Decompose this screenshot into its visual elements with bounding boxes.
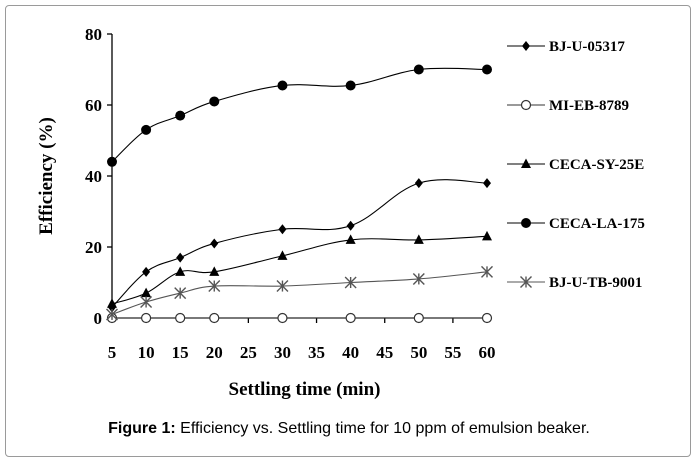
legend-item: BJ-U-05317	[507, 39, 625, 55]
data-point	[481, 265, 493, 278]
legend-item: CECA-LA-175	[507, 216, 645, 232]
x-tick-label: 5	[108, 343, 117, 362]
series-line	[111, 271, 488, 315]
plot-area: 0 20 40 60 80 5 10 15 20 25 30 35 40 45 50 55 60 Settling…	[36, 25, 496, 400]
legend-item: BJ-U-TB-9001	[507, 275, 642, 291]
data-point	[277, 80, 288, 91]
data-point	[141, 124, 152, 135]
data-point	[346, 220, 355, 231]
y-tick-label: 20	[85, 238, 102, 257]
series-3	[107, 230, 492, 308]
data-point	[482, 230, 492, 241]
x-tick-label: 20	[206, 343, 223, 362]
data-point	[209, 312, 220, 324]
data-point	[414, 178, 423, 189]
x-tick-label: 50	[410, 343, 427, 362]
figure-caption: Figure 1: Efficiency vs. Settling time f…	[0, 420, 698, 438]
legend-marker	[520, 276, 532, 288]
x-tick-label: 55	[444, 343, 461, 362]
series-2	[106, 312, 493, 324]
series-4	[107, 64, 492, 167]
data-point	[209, 96, 220, 107]
data-point	[208, 280, 221, 293]
data-point	[140, 312, 152, 324]
legend-marker	[522, 41, 530, 51]
x-tick-label: 30	[274, 343, 291, 362]
y-tick-label: 0	[94, 309, 103, 328]
legend: BJ-U-05317 MI-EB-8789 CECA-SY-25E CECA-LA-1…	[507, 39, 645, 291]
data-point	[209, 266, 220, 276]
caption-text: Efficiency vs. Settling time for 10 ppm …	[180, 420, 590, 437]
legend-marker	[521, 158, 531, 168]
x-axis-title: Settling time (min)	[229, 379, 381, 400]
data-point	[107, 298, 117, 308]
data-point	[345, 80, 356, 91]
legend-label: BJ-U-05317	[549, 39, 625, 55]
series-line	[111, 179, 488, 308]
data-point	[483, 178, 491, 189]
y-tick-label: 60	[85, 96, 102, 115]
caption-label: Figure 1:	[108, 420, 176, 437]
x-tick-label: 45	[376, 343, 393, 362]
data-point	[277, 312, 288, 324]
data-point	[277, 250, 288, 260]
data-point	[141, 287, 152, 298]
data-point	[175, 266, 186, 276]
data-point	[481, 312, 493, 324]
y-tick-label: 80	[85, 25, 102, 44]
data-point	[140, 296, 153, 309]
data-point	[345, 234, 356, 244]
data-point	[413, 64, 424, 75]
x-tick-label: 60	[479, 343, 496, 362]
data-point	[142, 266, 151, 277]
legend-item: CECA-SY-25E	[507, 157, 644, 173]
data-point	[176, 252, 185, 263]
figure-frame	[5, 5, 691, 457]
data-point	[276, 280, 289, 293]
data-point	[210, 238, 219, 249]
x-tick-label: 35	[308, 343, 325, 362]
series-line	[111, 235, 488, 305]
legend-marker	[520, 99, 532, 111]
legend-label: BJ-U-TB-9001	[549, 275, 642, 291]
data-point	[278, 224, 287, 235]
x-tick-label: 40	[342, 343, 359, 362]
line-chart: 0 20 40 60 80 5 10 15 20 25 30 35 40 45 50 55 60 Settling…	[36, 25, 645, 400]
data-point	[174, 287, 187, 300]
data-point	[412, 272, 425, 285]
series-1	[108, 178, 491, 313]
legend-label: CECA-SY-25E	[549, 157, 644, 173]
data-point	[482, 64, 492, 75]
y-tick-label: 40	[85, 167, 102, 186]
data-point	[175, 312, 186, 324]
legend-label: CECA-LA-175	[549, 216, 645, 232]
data-point	[106, 308, 118, 321]
data-point	[345, 312, 356, 324]
series-line	[111, 67, 488, 163]
data-point	[344, 276, 357, 289]
legend-item: MI-EB-8789	[507, 98, 629, 114]
x-tick-label: 10	[138, 343, 155, 362]
x-tick-label: 25	[240, 343, 257, 362]
series-5	[106, 265, 493, 321]
x-tick-label: 15	[172, 343, 189, 362]
data-point	[413, 312, 424, 324]
legend-marker	[521, 218, 531, 228]
y-axis-title: Efficiency (%)	[36, 117, 57, 235]
data-point	[107, 156, 117, 167]
data-point	[175, 110, 186, 121]
legend-label: MI-EB-8789	[549, 98, 629, 114]
data-point	[413, 234, 424, 244]
